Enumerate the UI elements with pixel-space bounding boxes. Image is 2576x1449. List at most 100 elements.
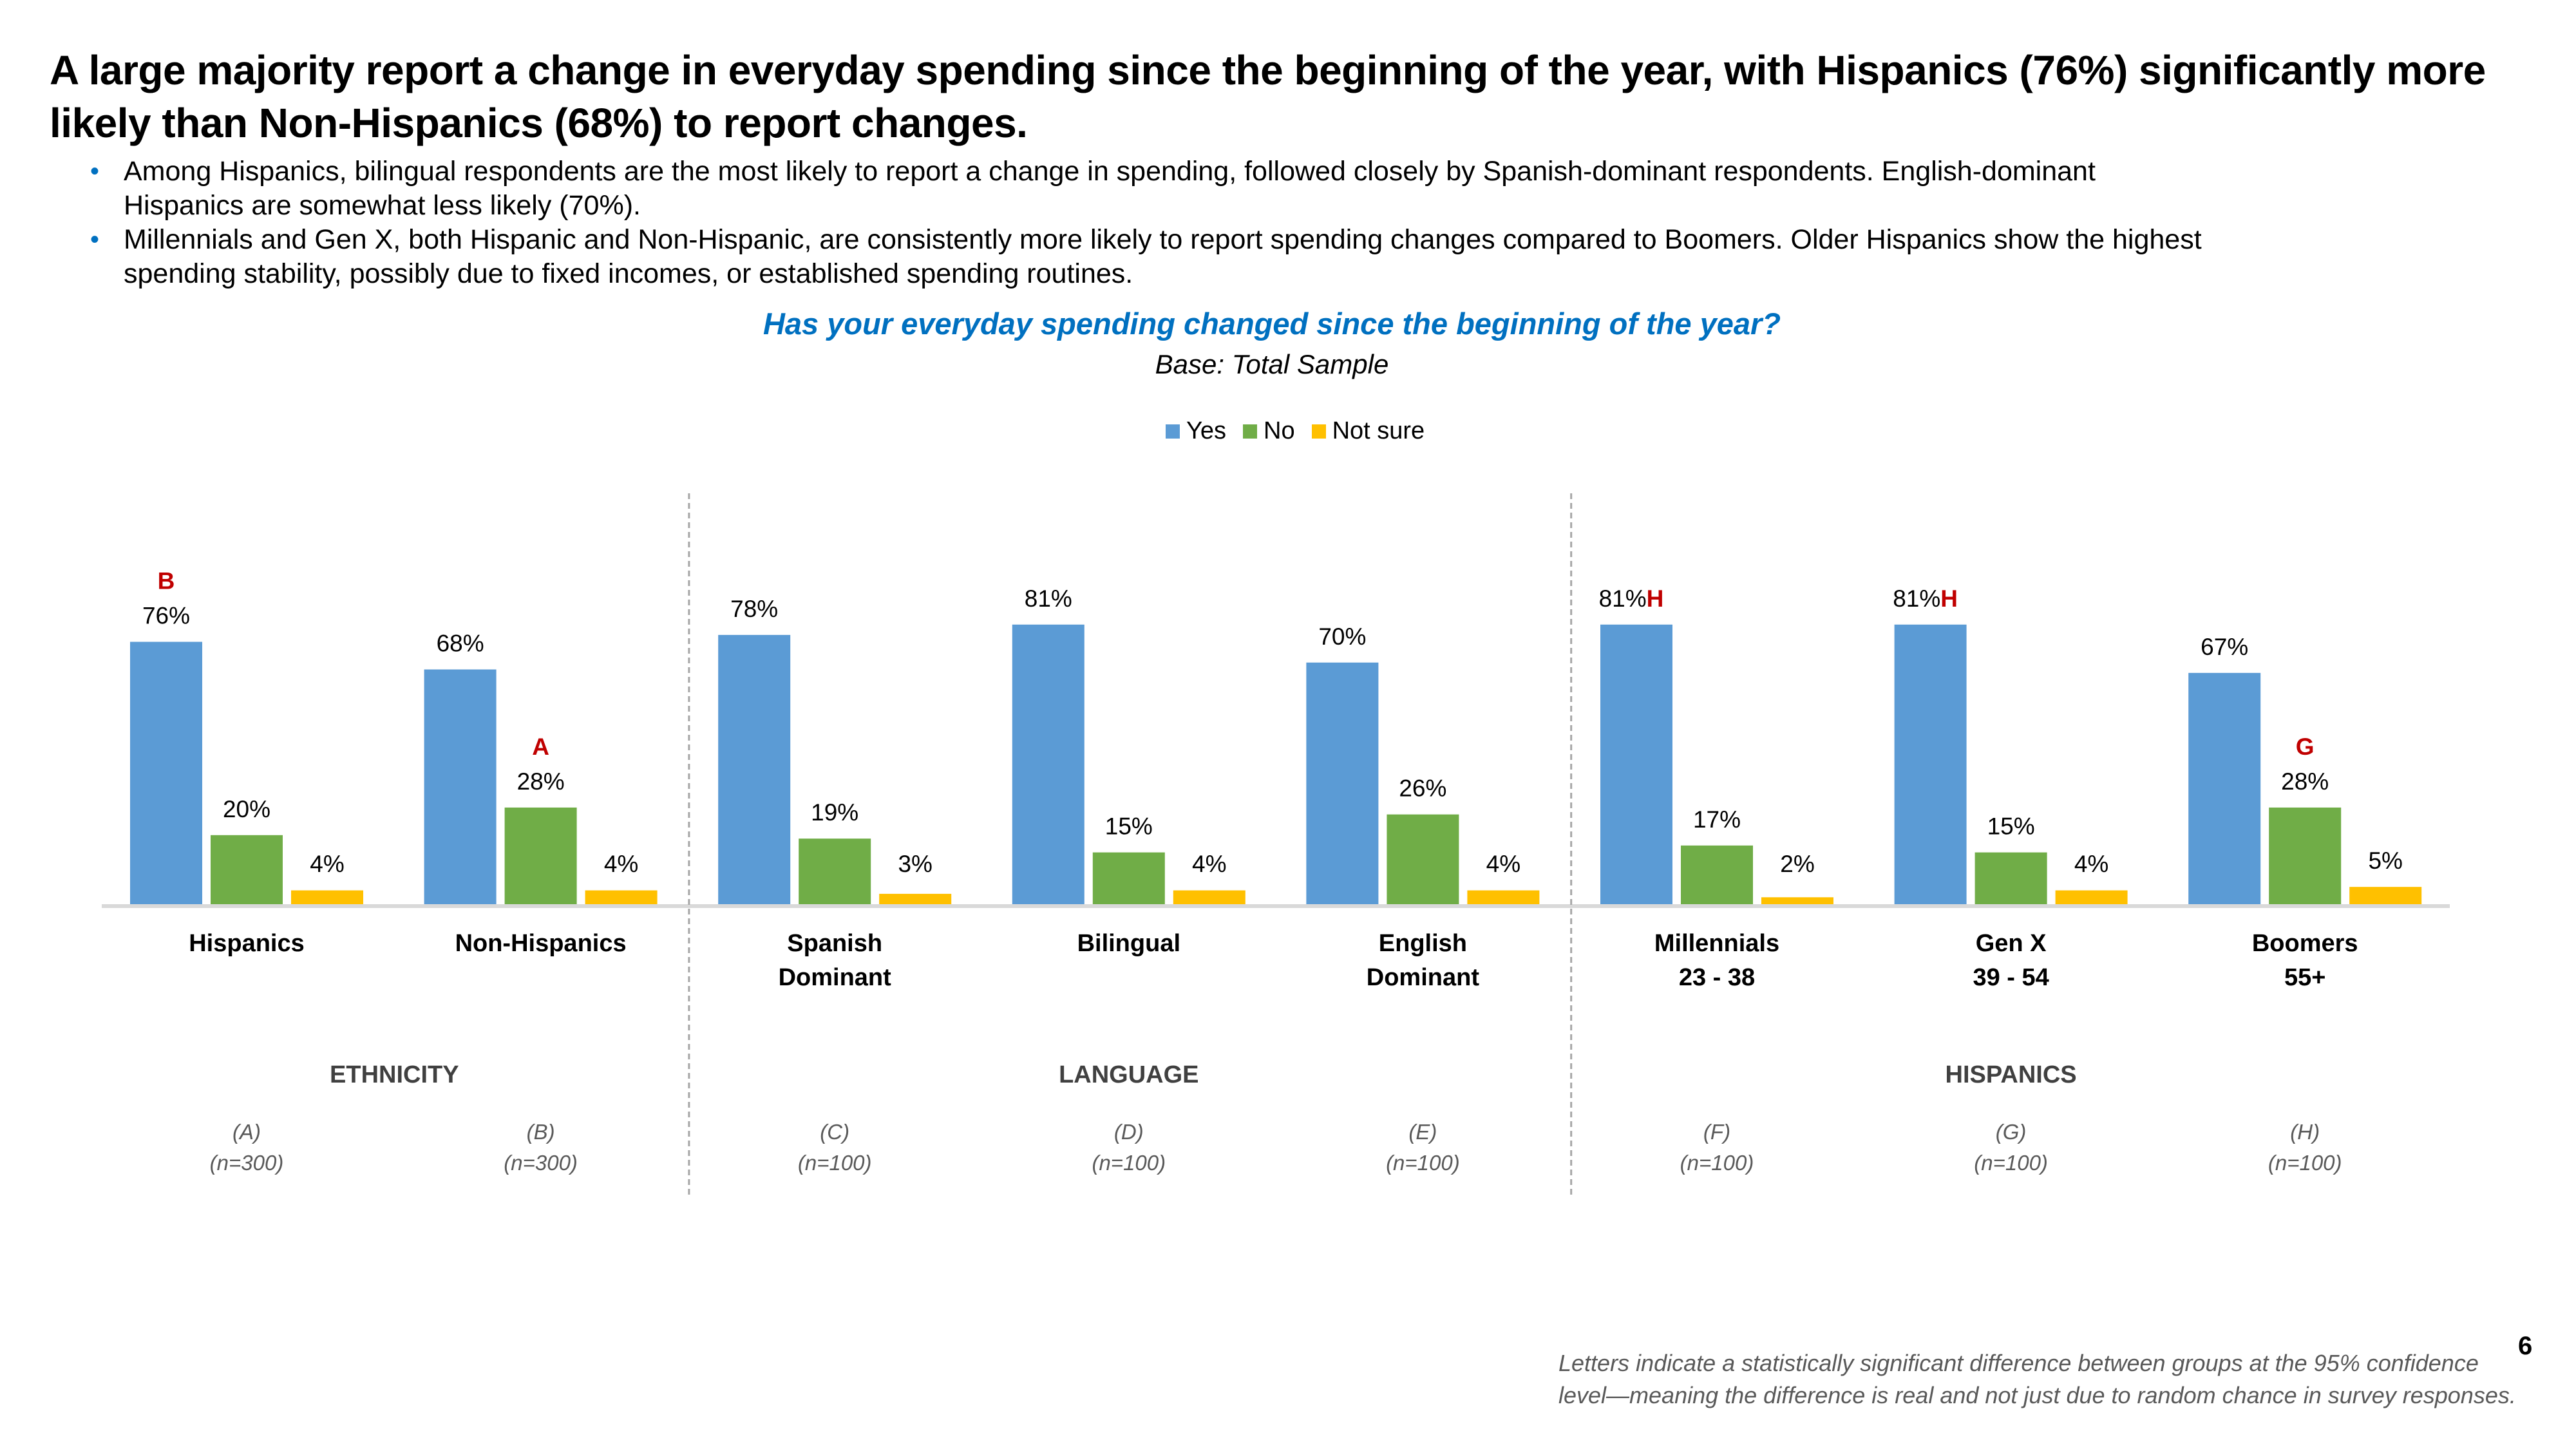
significance-letter: B bbox=[158, 568, 175, 594]
sample-size: (n=100) bbox=[1386, 1151, 1460, 1175]
bar-yes bbox=[718, 634, 791, 904]
section-label: ETHNICITY bbox=[330, 1061, 459, 1088]
column-letter: (F) bbox=[1703, 1120, 1730, 1144]
category-label: Non-Hispanics bbox=[455, 930, 627, 957]
legend-label: Yes bbox=[1186, 417, 1226, 444]
bar-not-sure bbox=[585, 890, 658, 904]
data-label: 26% bbox=[1399, 775, 1446, 802]
bullet-text: Among Hispanics, bilingual respondents a… bbox=[124, 156, 2096, 221]
data-label: 17% bbox=[1693, 806, 1741, 833]
data-label-value: 81% bbox=[1599, 585, 1647, 612]
bar-yes bbox=[130, 641, 202, 904]
category-label: Millennials bbox=[1654, 930, 1779, 957]
bar-no bbox=[211, 835, 283, 904]
bullet-dot-icon: • bbox=[90, 225, 100, 254]
category-label: 55+ bbox=[2284, 964, 2325, 991]
chart-legend: Yes No Not sure bbox=[1166, 417, 1441, 445]
bar-yes bbox=[2188, 672, 2261, 904]
page-number: 6 bbox=[2518, 1332, 2533, 1360]
bar-no bbox=[1387, 814, 1459, 904]
bar-yes bbox=[424, 669, 497, 904]
data-label: 20% bbox=[223, 796, 270, 822]
bar-not-sure bbox=[2349, 887, 2422, 904]
data-label: 4% bbox=[2074, 851, 2108, 877]
legend-label: No bbox=[1264, 417, 1295, 444]
column-letter: (D) bbox=[1114, 1120, 1144, 1144]
significance-letter: H bbox=[1647, 585, 1664, 612]
data-label: 3% bbox=[898, 851, 932, 877]
legend-swatch-not-sure bbox=[1311, 424, 1326, 439]
bar-yes bbox=[1012, 624, 1084, 904]
data-label: 5% bbox=[2368, 848, 2402, 874]
data-label: 4% bbox=[604, 851, 638, 877]
legend-item-not-sure: Not sure bbox=[1311, 417, 1425, 445]
sample-size: (n=300) bbox=[210, 1151, 284, 1175]
bar-no bbox=[799, 838, 871, 904]
category-label: English bbox=[1379, 930, 1467, 957]
section-label: HISPANICS bbox=[1946, 1061, 2077, 1088]
data-label: 76% bbox=[142, 603, 190, 629]
bullet-dot-icon: • bbox=[90, 157, 100, 185]
legend-item-yes: Yes bbox=[1166, 417, 1226, 445]
section-label: LANGUAGE bbox=[1059, 1061, 1198, 1088]
bullet-list: • Among Hispanics, bilingual respondents … bbox=[90, 155, 2215, 291]
bar-no bbox=[504, 807, 577, 904]
bar-not-sure bbox=[2055, 890, 2128, 904]
sample-size: (n=100) bbox=[2268, 1151, 2342, 1175]
bullet-item: • Millennials and Gen X, both Hispanic an… bbox=[90, 223, 2215, 291]
significance-letter: H bbox=[1940, 585, 1958, 612]
legend-swatch-yes bbox=[1166, 424, 1180, 439]
category-label: Gen X bbox=[1976, 930, 2047, 957]
sample-size: (n=100) bbox=[1680, 1151, 1754, 1175]
column-letter: (A) bbox=[232, 1120, 261, 1144]
data-label: 78% bbox=[730, 596, 778, 622]
chart-title: Has your everyday spending changed since… bbox=[762, 307, 1781, 341]
data-label: 28% bbox=[2281, 768, 2329, 795]
legend-swatch-no bbox=[1243, 424, 1257, 439]
slide-title: A large majority report a change in ever… bbox=[50, 47, 2486, 146]
data-label: 81% bbox=[1025, 585, 1072, 612]
legend-item-no: No bbox=[1243, 417, 1295, 445]
sample-size: (n=100) bbox=[1974, 1151, 2048, 1175]
data-label-value: 81% bbox=[1893, 585, 1940, 612]
data-label: 15% bbox=[1987, 813, 2035, 840]
sample-size: (n=100) bbox=[798, 1151, 872, 1175]
data-label: 2% bbox=[1780, 851, 1814, 877]
bar-no bbox=[1681, 845, 1753, 904]
category-label: 39 - 54 bbox=[1973, 964, 2049, 991]
chart-subtitle: Base: Total Sample bbox=[1155, 349, 1389, 379]
column-letter: (G) bbox=[1996, 1120, 2027, 1144]
data-label: 4% bbox=[1486, 851, 1520, 877]
data-label: 70% bbox=[1318, 623, 1366, 650]
legend-label: Not sure bbox=[1332, 417, 1425, 444]
significance-letter: A bbox=[532, 734, 549, 760]
sample-size: (n=100) bbox=[1092, 1151, 1166, 1175]
data-label: 67% bbox=[2201, 634, 2248, 660]
category-label: Boomers bbox=[2252, 930, 2358, 957]
data-label: 68% bbox=[437, 630, 484, 657]
bullet-text: Millennials and Gen X, both Hispanic and… bbox=[124, 224, 2202, 289]
column-letter: (H) bbox=[2290, 1120, 2320, 1144]
bar-not-sure bbox=[1173, 890, 1245, 904]
column-letter: (B) bbox=[527, 1120, 555, 1144]
column-letter: (E) bbox=[1408, 1120, 1437, 1144]
bar-no bbox=[1092, 852, 1165, 904]
bar-yes bbox=[1306, 662, 1379, 904]
category-label: Dominant bbox=[779, 964, 892, 991]
bar-yes bbox=[1600, 624, 1672, 904]
data-label: 15% bbox=[1105, 813, 1153, 840]
category-label: 23 - 38 bbox=[1679, 964, 1755, 991]
data-label: 4% bbox=[1192, 851, 1226, 877]
bar-not-sure bbox=[879, 893, 952, 904]
category-label: Hispanics bbox=[189, 930, 305, 957]
category-label: Spanish bbox=[787, 930, 882, 957]
footnote: Letters indicate a statistically signifi… bbox=[1558, 1350, 2516, 1408]
significance-letter: G bbox=[2296, 734, 2315, 760]
bullet-item: • Among Hispanics, bilingual respondents … bbox=[90, 155, 2215, 223]
category-label: Dominant bbox=[1367, 964, 1480, 991]
sample-size: (n=300) bbox=[504, 1151, 578, 1175]
bar-not-sure bbox=[291, 890, 363, 904]
data-label: 28% bbox=[517, 768, 565, 795]
category-label: Bilingual bbox=[1077, 930, 1180, 957]
